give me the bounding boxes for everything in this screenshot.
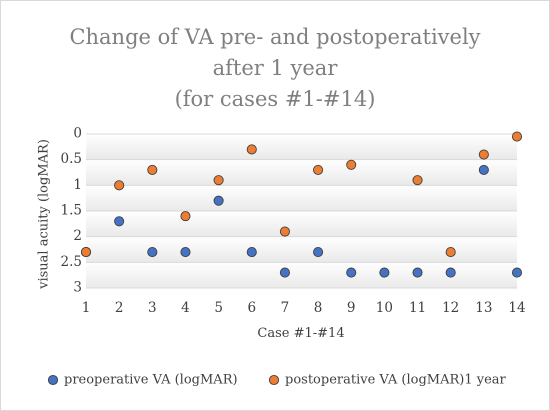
background-band-0 [86,134,517,160]
chart-title-line-3: (for cases #1-#14) [174,87,376,111]
point-preoperative-case-4 [180,247,191,258]
point-postoperative-case-13 [478,149,489,160]
point-preoperative-case-13 [478,164,489,175]
x-tick-label: 13 [475,300,492,316]
point-preoperative-case-8 [313,247,324,258]
point-postoperative-case-7 [279,226,290,237]
point-preoperative-case-14 [511,267,523,278]
y-tick-label: 2.5 [61,254,82,270]
y-tick-labels: 0 0.5 1 1.5 2 2.5 3 [61,126,82,296]
point-postoperative-case-5 [213,175,224,186]
legend-marker-1 [268,374,280,386]
point-preoperative-case-3 [147,247,158,258]
point-preoperative-case-7 [279,267,290,278]
y-tick-label: 0 [73,126,82,142]
point-preoperative-case-9 [346,267,357,278]
point-postoperative-case-12 [445,247,456,258]
background-band-1 [86,159,517,186]
x-tick-label: 10 [376,300,393,316]
background-band-3 [86,211,517,237]
point-preoperative-case-2 [114,216,125,227]
point-preoperative-case-6 [246,247,257,258]
point-postoperative-case-1 [80,247,92,258]
background-band-4 [86,236,517,263]
y-axis-label: visual acuity (logMAR) [37,139,52,290]
x-tick-labels: 1 2 3 4 5 6 7 8 9 10 11 12 13 14 [82,300,526,316]
x-tick-label: 5 [214,300,223,316]
data-points [80,131,523,278]
point-preoperative-case-11 [412,267,423,278]
point-postoperative-case-8 [313,164,324,175]
x-tick-label: 7 [281,300,290,316]
point-postoperative-case-4 [180,211,191,222]
background-band-5 [86,262,517,288]
x-tick-label: 12 [442,300,459,316]
x-tick-label: 9 [347,300,356,316]
point-postoperative-case-11 [412,175,423,186]
x-axis-label: Case #1-#14 [257,326,344,341]
legend-label-0: preoperative VA (logMAR) [64,373,238,388]
x-tick-label: 14 [508,300,525,316]
point-postoperative-case-3 [147,164,158,175]
point-postoperative-case-6 [246,144,257,155]
legend-label-1: postoperative VA (logMAR)1 year [285,373,507,388]
point-preoperative-case-5 [213,195,224,206]
point-preoperative-case-10 [379,267,390,278]
x-tick-label: 2 [115,300,124,316]
background-band-2 [86,185,517,211]
chart-title-line-1: Change of VA pre- and postoperatively [69,25,481,49]
x-tick-label: 3 [148,300,157,316]
y-tick-label: 1 [73,177,82,193]
x-tick-label: 4 [181,300,190,316]
y-tick-label: 2 [73,228,82,244]
x-tick-label: 1 [82,300,91,316]
legend-marker-0 [47,374,59,386]
plot-background-bands [86,134,517,288]
x-tick-label: 8 [314,300,323,316]
gridlines [86,133,517,289]
point-postoperative-case-14 [511,131,523,142]
chart-title: Change of VA pre- and postoperatively af… [0,22,550,115]
point-postoperative-case-9 [346,159,357,170]
legend: preoperative VA (logMAR) postoperative VA… [47,373,507,388]
point-preoperative-case-12 [445,267,456,278]
point-postoperative-case-2 [114,180,125,191]
chart-title-line-2: after 1 year [212,56,338,80]
y-tick-label: 3 [73,280,82,296]
x-tick-label: 11 [409,300,426,316]
y-tick-label: 1.5 [61,203,82,219]
y-tick-label: 0.5 [61,151,82,167]
x-tick-label: 6 [247,300,256,316]
